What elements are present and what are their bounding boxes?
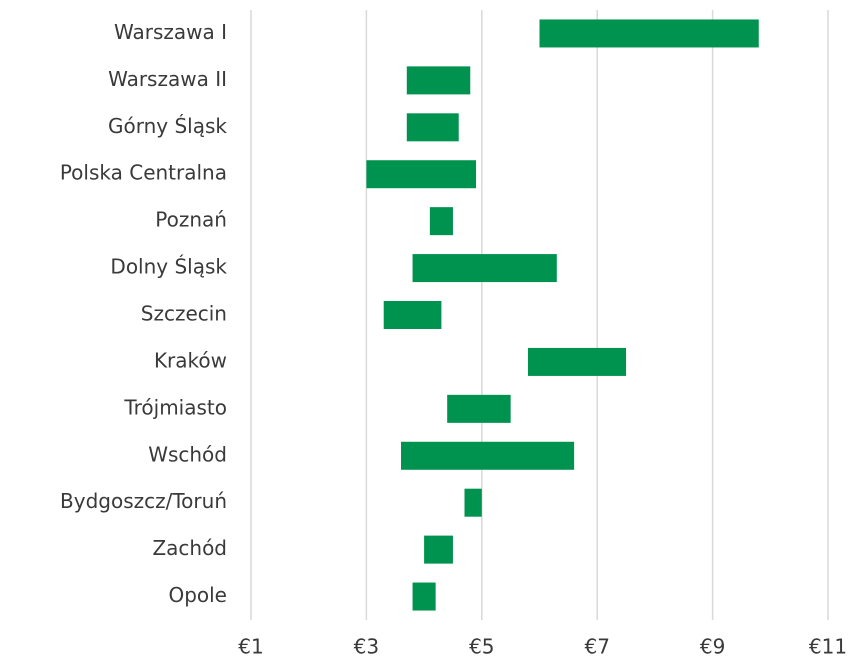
y-tick-label: Kraków [154,348,227,372]
bar [401,441,575,470]
bar [383,301,442,329]
bar [527,347,627,376]
y-tick-label: Opole [168,583,227,607]
y-tick-label: Bydgoszcz/Toruń [60,489,227,513]
y-tick-label: Szczecin [141,302,227,326]
bar [539,19,759,48]
y-tick-label: Warszawa II [108,67,227,91]
bar [447,394,511,423]
y-tick-label: Dolny Śląsk [110,255,227,279]
bar [406,113,459,142]
y-tick-label: Trójmiasto [123,395,227,419]
x-tick-label: €7 [584,635,609,659]
bar [424,535,453,564]
bar [412,582,436,611]
y-tick-label: Górny Śląsk [108,114,227,138]
y-tick-label: Polska Centralna [60,161,227,185]
y-tick-label: Poznań [155,208,227,232]
bar [406,66,471,95]
x-tick-label: €11 [809,635,847,659]
bar [366,160,477,189]
x-tick-label: €5 [469,635,494,659]
bar [412,254,557,283]
y-tick-label: Wschód [148,442,227,466]
bar [429,207,453,236]
x-tick-label: €9 [700,635,725,659]
x-tick-label: €3 [354,635,379,659]
y-tick-label: Warszawa I [114,20,227,44]
bar [464,488,482,517]
y-tick-label: Zachód [152,536,227,560]
x-tick-label: €1 [238,635,263,659]
